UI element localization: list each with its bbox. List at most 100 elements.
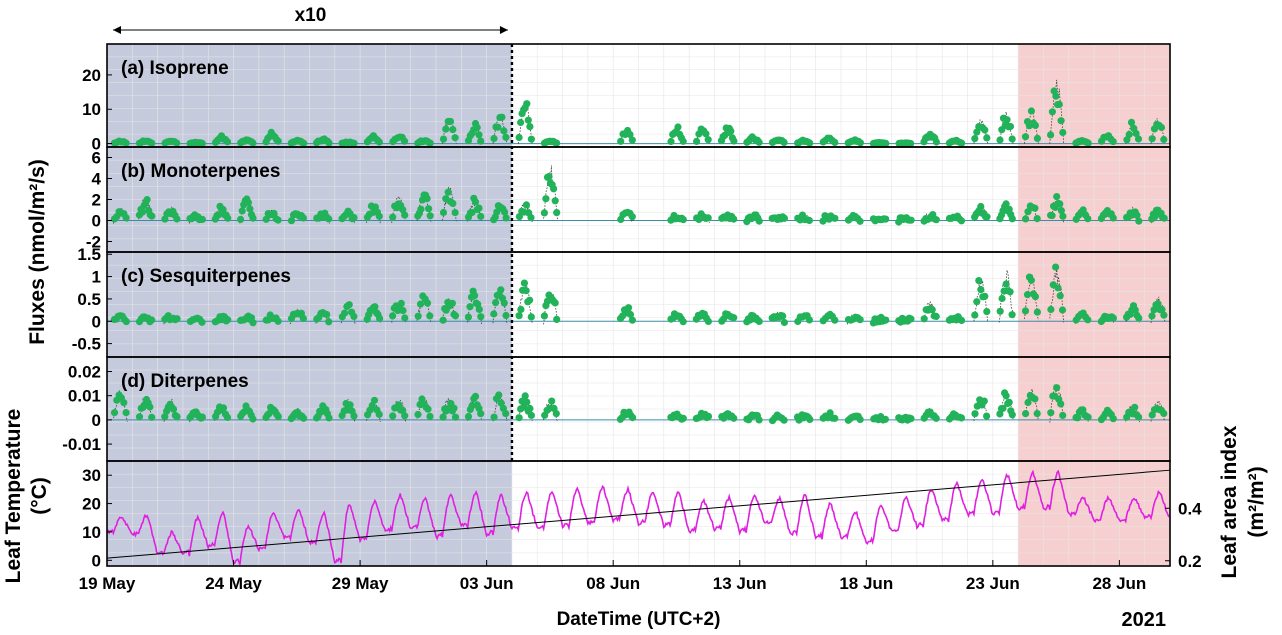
flux-point bbox=[325, 139, 333, 147]
flux-point bbox=[146, 403, 154, 411]
flux-point bbox=[542, 195, 550, 203]
flux-point bbox=[426, 212, 434, 220]
flux-point bbox=[526, 123, 534, 131]
flux-point bbox=[223, 413, 232, 421]
flux-point bbox=[468, 208, 476, 217]
y-tick-label: 20 bbox=[82, 66, 101, 85]
flux-point bbox=[1154, 300, 1162, 308]
flux-point bbox=[882, 215, 890, 223]
flux-point bbox=[1057, 400, 1065, 408]
flux-point bbox=[523, 398, 531, 406]
flux-point bbox=[451, 312, 460, 320]
flux-point bbox=[135, 413, 144, 421]
series-0 bbox=[110, 79, 1168, 148]
flux-point bbox=[444, 188, 452, 196]
flux-point bbox=[500, 299, 508, 307]
flux-point bbox=[450, 404, 458, 412]
flux-point bbox=[1131, 306, 1139, 314]
flux-point bbox=[148, 212, 156, 220]
flux-point bbox=[475, 305, 483, 313]
lai-line bbox=[106, 469, 1171, 559]
flux-point bbox=[907, 139, 915, 148]
flux-point bbox=[624, 304, 633, 312]
flux-point bbox=[779, 312, 787, 320]
flux-point bbox=[730, 414, 738, 422]
flux-point bbox=[521, 392, 529, 400]
flux-point bbox=[198, 413, 206, 421]
flux-point bbox=[1047, 305, 1055, 314]
series-3 bbox=[110, 383, 1168, 425]
flux-point bbox=[477, 137, 485, 145]
flux-point bbox=[1059, 212, 1067, 220]
flux-point bbox=[1127, 118, 1136, 126]
flux-point bbox=[1008, 135, 1016, 143]
flux-point bbox=[249, 415, 257, 423]
flux-point bbox=[831, 138, 839, 146]
flux-point bbox=[973, 298, 981, 306]
flux-point bbox=[755, 317, 763, 325]
y-tick-label: 30 bbox=[82, 466, 101, 485]
flux-point bbox=[805, 316, 814, 324]
year-label: 2021 bbox=[1122, 609, 1167, 630]
flux-point bbox=[439, 208, 448, 217]
data-series bbox=[106, 79, 1171, 565]
flux-point bbox=[300, 414, 308, 422]
flux-point bbox=[502, 133, 510, 141]
flux-point bbox=[626, 130, 634, 139]
flux-point bbox=[424, 405, 432, 413]
flux-point bbox=[375, 410, 383, 418]
flux-point bbox=[274, 216, 282, 224]
flux-point bbox=[806, 415, 814, 423]
flux-point bbox=[1134, 135, 1143, 143]
flux-point bbox=[679, 318, 687, 326]
flux-point bbox=[350, 412, 358, 420]
flux-point bbox=[219, 404, 228, 412]
flux-point bbox=[1148, 312, 1156, 320]
flux-point bbox=[1059, 411, 1067, 419]
flux-point bbox=[325, 215, 333, 223]
flux-point bbox=[138, 208, 147, 216]
flux-point bbox=[350, 139, 358, 147]
flux-point bbox=[246, 205, 254, 213]
flux-point bbox=[957, 414, 966, 422]
flux-point bbox=[1109, 415, 1117, 423]
flux-point bbox=[120, 399, 128, 407]
flux-point bbox=[173, 315, 181, 323]
flux-point bbox=[975, 277, 983, 285]
flux-point bbox=[497, 286, 505, 294]
y-tick-label: 0.02 bbox=[68, 363, 101, 382]
flux-point bbox=[143, 196, 151, 204]
flux-point bbox=[983, 134, 991, 142]
flux-point bbox=[1027, 107, 1035, 115]
flux-point bbox=[473, 123, 481, 132]
panel-frame bbox=[106, 460, 1171, 567]
flux-point bbox=[417, 205, 425, 213]
panel-title: (c) Sesquiterpenes bbox=[121, 266, 291, 287]
flux-curve bbox=[998, 111, 1014, 144]
flux-point bbox=[198, 215, 206, 223]
flux-point bbox=[1008, 215, 1016, 223]
flux-point bbox=[401, 314, 409, 322]
flux-point bbox=[287, 217, 296, 225]
flux-point bbox=[524, 116, 532, 124]
flux-point bbox=[907, 315, 915, 323]
x-tick-label: 13 Jun bbox=[713, 574, 767, 593]
flux-point bbox=[1109, 314, 1117, 322]
flux-point bbox=[628, 136, 636, 144]
flux-point bbox=[161, 413, 169, 421]
flux-point bbox=[730, 137, 738, 145]
flux-point bbox=[498, 113, 506, 121]
flux-point bbox=[389, 412, 397, 420]
flux-point bbox=[1059, 128, 1067, 137]
flux-point bbox=[856, 139, 865, 147]
flux-point bbox=[439, 413, 447, 421]
flux-point bbox=[805, 216, 814, 225]
flux-point bbox=[907, 415, 915, 423]
flux-point bbox=[1057, 207, 1065, 215]
series-1 bbox=[110, 165, 1168, 226]
temperature-line bbox=[106, 469, 1170, 565]
x-tick-label: 29 May bbox=[332, 574, 389, 593]
flux-point bbox=[932, 138, 941, 146]
flux-point bbox=[1160, 135, 1168, 144]
flux-point bbox=[1031, 293, 1039, 301]
